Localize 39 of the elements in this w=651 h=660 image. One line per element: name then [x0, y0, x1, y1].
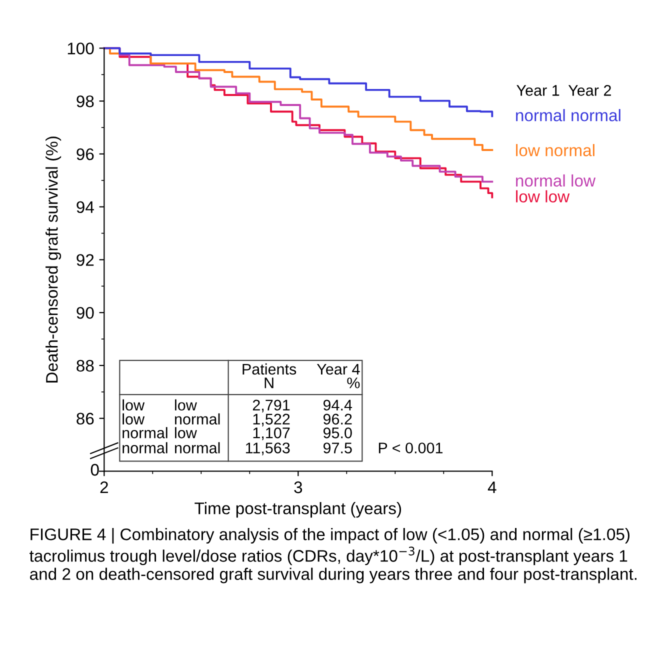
y-tick-label: 94: [76, 201, 94, 214]
annotation: normal: [122, 427, 168, 438]
annotation: normal: [122, 442, 168, 454]
y-tick-label: 98: [76, 95, 94, 108]
annotation: normal: [175, 442, 220, 454]
caption: FIGURE 4 | Combinatory analysis of the impact of low (<1.05) and normal (≥1.05) tacrolimus trough level/dose ratios (CDRs, day*10$^{−3}$/L) at post-transplant years 1 and 2 on death-censored graft survival during years three and four post-transplant.: [30, 528, 636, 584]
annotation: Patients N: [242, 363, 296, 388]
x-tick-label: 3: [294, 481, 302, 494]
text: 0: [90, 464, 99, 476]
series-label: normal normal: [516, 109, 620, 122]
x-tick-label: 4: [488, 482, 496, 494]
annotation: 97.5: [323, 442, 352, 454]
annotation: low: [122, 399, 145, 411]
annotation: 94.4: [323, 400, 352, 411]
annotation: 11,563: [246, 442, 290, 456]
annotation: Year 4 %: [316, 364, 360, 388]
x-tick-label: 2: [100, 481, 108, 494]
annotation: 95.0: [323, 428, 352, 438]
y-tick-label: 86: [76, 412, 94, 425]
series-label: normal low: [516, 174, 596, 187]
legend-title: Year 1 Year 2: [516, 85, 611, 96]
annotation: 2,791: [252, 400, 290, 412]
series-label: low low: [516, 190, 570, 202]
annotation: low: [175, 399, 197, 411]
annotation: low: [122, 413, 145, 425]
y-tick-label: 92: [76, 254, 94, 266]
annotation: 1,107: [253, 428, 290, 440]
y-tick-label: 100: [68, 42, 94, 54]
annotation: 96.2: [323, 414, 352, 425]
annotation: 1,522: [253, 414, 290, 426]
y-tick-label: 88: [76, 360, 94, 372]
annotation: normal: [175, 413, 220, 425]
y-axis-title: Death-censored graft survival (%): [46, 136, 62, 382]
annotation: P < 0.001: [378, 442, 443, 454]
x-axis-title: Time post-transplant (years): [194, 502, 402, 518]
annotation: low: [175, 427, 197, 438]
series-label: low normal: [516, 144, 594, 156]
y-tick-label: 90: [76, 306, 94, 319]
y-tick-label: 96: [76, 148, 94, 160]
